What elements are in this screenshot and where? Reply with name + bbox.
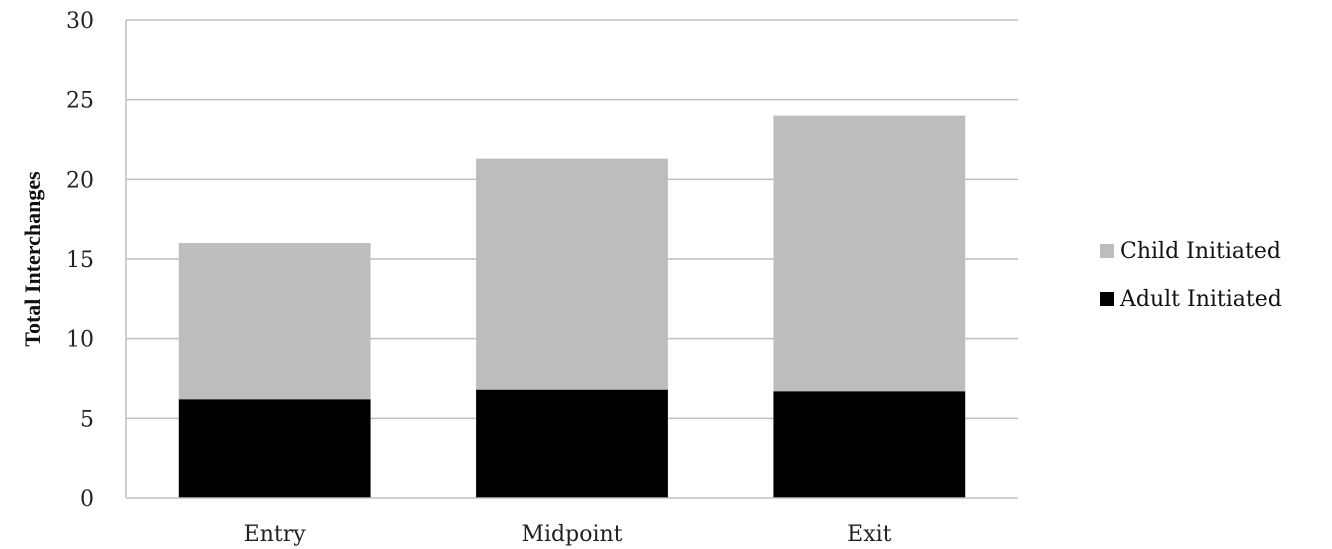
y-axis-label: Total Interchanges: [20, 171, 45, 347]
bars: [178, 115, 966, 498]
bar-segment-child-initiated: [773, 115, 966, 392]
legend-swatch: [1100, 292, 1114, 306]
bar-segment-adult-initiated: [476, 389, 668, 498]
y-tick-label: 25: [66, 89, 94, 114]
bar-segment-adult-initiated: [178, 399, 371, 498]
y-tick-label: 20: [66, 168, 94, 193]
y-tick-label: 15: [66, 248, 94, 273]
bar-segment-child-initiated: [178, 243, 371, 400]
legend-swatch: [1100, 244, 1114, 258]
y-tick-label: 10: [66, 328, 94, 353]
y-tick-label: 0: [80, 487, 94, 512]
legend: Child Initiated Adult Initiated: [1100, 239, 1282, 312]
x-tick-label: Entry: [244, 522, 307, 547]
legend-label: Child Initiated: [1120, 239, 1281, 264]
bar-segment-adult-initiated: [773, 391, 966, 498]
y-tick-label: 30: [66, 9, 94, 34]
y-axis-ticks: 0 5 10 15 20 25 30: [66, 9, 94, 512]
y-tick-label: 5: [80, 407, 94, 432]
x-tick-label: Exit: [847, 522, 892, 547]
bar-segment-child-initiated: [476, 158, 668, 390]
x-axis-ticks: Entry Midpoint Exit: [244, 522, 892, 547]
x-tick-label: Midpoint: [521, 522, 622, 547]
legend-label: Adult Initiated: [1119, 287, 1282, 312]
